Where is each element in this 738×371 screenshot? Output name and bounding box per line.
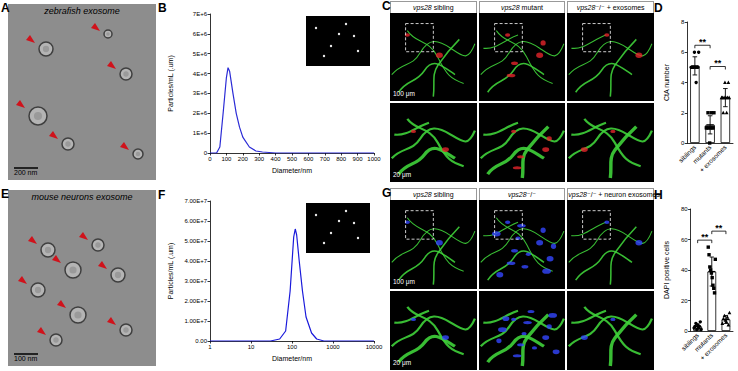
svg-text:siblings: siblings (679, 331, 701, 352)
svg-text:700: 700 (320, 156, 331, 162)
svg-text:**: ** (701, 232, 709, 242)
svg-text:500: 500 (287, 156, 298, 162)
svg-text:Particles/mL (.um): Particles/mL (.um) (167, 55, 175, 112)
html-text:G: G (382, 186, 392, 200)
svg-text:Particles/mL (.um): Particles/mL (.um) (167, 243, 175, 300)
svg-text:5E+6: 5E+6 (193, 51, 208, 57)
html-text:E: E (1, 187, 9, 201)
html-text:100 nm: 100 nm (14, 355, 38, 362)
html-text:vps28 ⁻/⁻: vps28 ⁻/⁻ (508, 191, 536, 198)
svg-text:+ exosomes: + exosomes (698, 143, 728, 173)
svg-text:600: 600 (303, 156, 314, 162)
svg-text:0: 0 (681, 140, 685, 146)
html-text:vps28 sibling: vps28 sibling (413, 4, 454, 11)
html-text:mouse neurons exosome: mouse neurons exosome (31, 192, 133, 202)
html-text:200 nm: 200 nm (14, 169, 38, 176)
svg-text:5.00E+7: 5.00E+7 (184, 238, 207, 244)
html-text:20 μm: 20 μm (393, 171, 412, 178)
svg-text:900: 900 (353, 156, 364, 162)
html-text:20 μm: 20 μm (393, 359, 412, 366)
svg-text:2: 2 (681, 110, 685, 116)
html-text:vps28 sibling: vps28 sibling (413, 191, 454, 198)
svg-text:Diameter/nm: Diameter/nm (272, 167, 312, 174)
svg-text:0: 0 (208, 156, 212, 162)
svg-text:7.00E+7: 7.00E+7 (184, 198, 207, 204)
svg-text:800: 800 (336, 156, 347, 162)
svg-text:40: 40 (681, 267, 688, 273)
html-text:B: B (158, 1, 167, 15)
svg-text:3E+6: 3E+6 (193, 90, 208, 96)
svg-text:1.00E+7: 1.00E+7 (184, 318, 207, 324)
svg-text:siblings: siblings (677, 143, 698, 164)
svg-text:CtA number: CtA number (663, 63, 670, 101)
svg-text:4.00E+7: 4.00E+7 (184, 258, 207, 264)
svg-text:Diameter/nm: Diameter/nm (272, 355, 312, 362)
html-text:vps28 mutant: vps28 mutant (501, 4, 543, 11)
svg-text:10000: 10000 (366, 344, 383, 350)
svg-text:**: ** (714, 58, 722, 68)
html-text:A: A (1, 1, 10, 15)
html-text:F: F (158, 188, 166, 202)
svg-text:6E+6: 6E+6 (193, 31, 208, 37)
svg-text:20: 20 (681, 298, 688, 304)
html-text:zebrafish exosome: zebrafish exosome (44, 6, 120, 16)
svg-text:1: 1 (208, 344, 212, 350)
svg-text:**: ** (715, 223, 723, 233)
svg-text:8: 8 (681, 19, 685, 25)
svg-text:3.00E+7: 3.00E+7 (184, 278, 207, 284)
svg-text:400: 400 (271, 156, 282, 162)
svg-text:2E+6: 2E+6 (193, 110, 208, 116)
html-text:100 μm: 100 μm (393, 278, 415, 285)
html-text:100 μm: 100 μm (393, 90, 415, 97)
svg-text:1000: 1000 (367, 156, 381, 162)
svg-text:DAPI positive cells: DAPI positive cells (663, 241, 671, 299)
svg-text:10: 10 (248, 344, 255, 350)
html-text:vps28 ⁻/⁻ + neuron exosomes: vps28 ⁻/⁻ + neuron exosomes (568, 191, 660, 198)
svg-text:100: 100 (221, 156, 232, 162)
svg-text:mutants: mutants (691, 143, 713, 165)
svg-text:6.00E+7: 6.00E+7 (184, 218, 207, 224)
svg-text:300: 300 (254, 156, 265, 162)
svg-text:6: 6 (681, 49, 685, 55)
svg-text:4E+6: 4E+6 (193, 71, 208, 77)
svg-text:80: 80 (681, 206, 688, 212)
svg-text:60: 60 (681, 237, 688, 243)
svg-text:+ exosomes: + exosomes (699, 331, 729, 361)
svg-text:200: 200 (238, 156, 249, 162)
html-text:vps28 ⁻/⁻ + exosomes: vps28 ⁻/⁻ + exosomes (576, 4, 645, 11)
svg-text:0: 0 (204, 150, 208, 156)
svg-text:2.00E+7: 2.00E+7 (184, 298, 207, 304)
svg-text:mutants: mutants (693, 331, 715, 353)
html-text:D: D (654, 1, 663, 15)
svg-text:0.00: 0.00 (195, 338, 207, 344)
svg-text:**: ** (699, 37, 707, 47)
html-text:H: H (654, 188, 663, 202)
svg-text:7E+6: 7E+6 (193, 11, 208, 17)
svg-text:100: 100 (287, 344, 298, 350)
svg-text:1E+6: 1E+6 (193, 130, 208, 136)
svg-text:1000: 1000 (326, 344, 340, 350)
svg-text:0: 0 (684, 328, 688, 334)
svg-text:4: 4 (681, 80, 685, 86)
html-text:C: C (382, 0, 391, 13)
